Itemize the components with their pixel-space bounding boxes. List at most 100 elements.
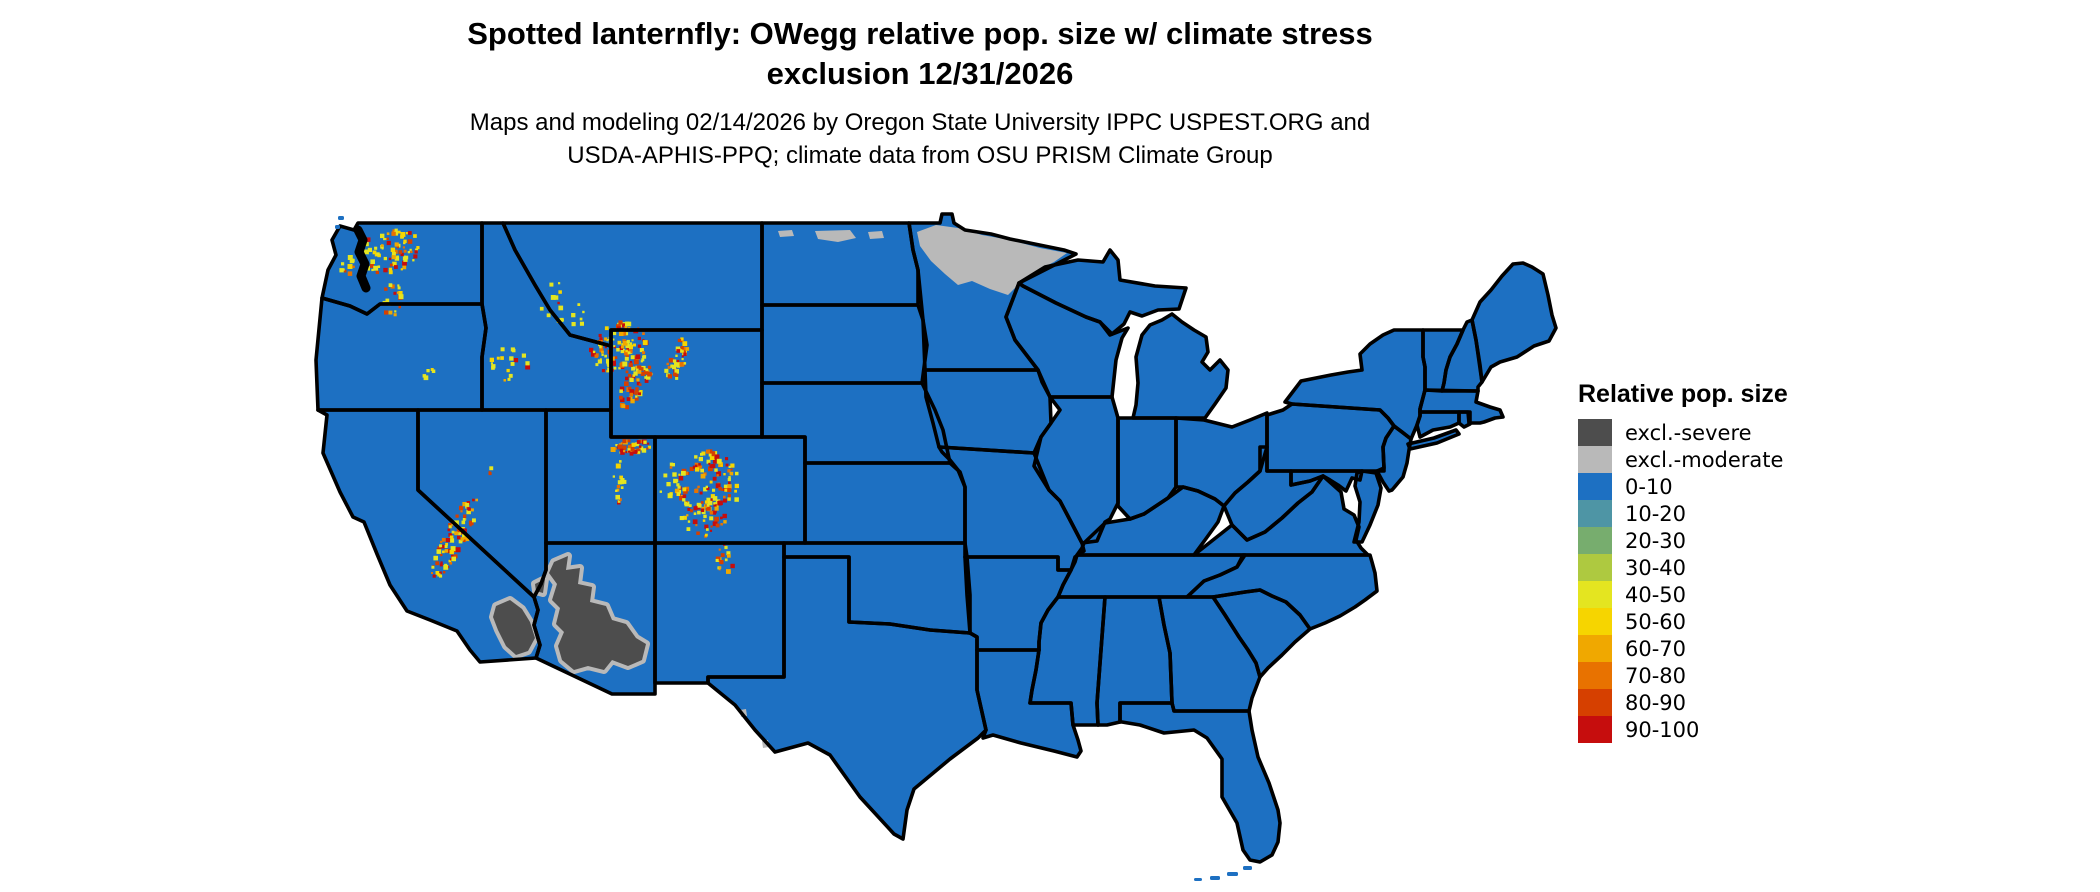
hotspot-speck bbox=[377, 265, 381, 268]
hotspot-speck bbox=[699, 491, 703, 495]
figure-subtitle-line1: Maps and modeling 02/14/2026 by Oregon S… bbox=[469, 109, 1371, 136]
hotspot-speck bbox=[639, 367, 644, 371]
hotspot-speck bbox=[723, 520, 727, 524]
hotspot-speck bbox=[627, 439, 631, 443]
hotspot-speck bbox=[577, 303, 581, 306]
hotspot-speck bbox=[636, 440, 641, 444]
hotspot-speck bbox=[546, 313, 551, 318]
state-wisconsin bbox=[1006, 283, 1128, 397]
hotspot-speck bbox=[449, 549, 454, 555]
hotspot-speck bbox=[445, 542, 448, 546]
legend-item: 90-100 bbox=[1578, 716, 1788, 743]
hotspot-speck bbox=[440, 561, 443, 564]
hotspot-speck bbox=[723, 473, 726, 476]
hotspot-speck bbox=[396, 245, 399, 249]
legend-item-label: 70-80 bbox=[1625, 663, 1687, 688]
hotspot-speck bbox=[667, 366, 671, 369]
hotspot-speck bbox=[463, 539, 466, 543]
hotspot-speck bbox=[488, 472, 492, 476]
hotspot-speck bbox=[701, 451, 706, 456]
hotspot-speck bbox=[625, 451, 628, 454]
hotspot-speck bbox=[664, 368, 669, 373]
hotspot-speck bbox=[735, 471, 739, 476]
hotspot-speck bbox=[475, 498, 478, 502]
hotspot-speck bbox=[394, 228, 398, 232]
hotspot-speck bbox=[375, 270, 379, 275]
hotspot-speck bbox=[449, 562, 453, 565]
hotspot-speck bbox=[621, 404, 626, 409]
hotspot-speck bbox=[500, 347, 505, 352]
state-border-connecticut bbox=[1415, 410, 1461, 439]
figure-subtitle-line2: USDA-APHIS-PPQ; climate data from OSU PR… bbox=[567, 142, 1273, 169]
hotspot-speck bbox=[393, 291, 397, 295]
state-ohio bbox=[1176, 413, 1267, 506]
hotspot-speck bbox=[571, 322, 576, 327]
hotspot-speck bbox=[635, 387, 639, 391]
florida-keys-segment bbox=[1227, 872, 1238, 876]
hotspot-speck bbox=[641, 358, 645, 362]
exclusion-overlay bbox=[489, 225, 1067, 748]
state-maine bbox=[1472, 263, 1556, 382]
hotspot-speck bbox=[681, 470, 686, 476]
hotspot-speck bbox=[730, 468, 733, 471]
hotspot-speck bbox=[718, 500, 723, 506]
hotspot-speck bbox=[553, 295, 559, 300]
hotspot-speck bbox=[388, 267, 393, 271]
hotspot-speck bbox=[697, 485, 700, 489]
hotspot-speck bbox=[712, 488, 716, 492]
hotspot-speck bbox=[629, 342, 633, 345]
hotspot-speck bbox=[451, 530, 455, 534]
exclusion-region-northern-north-dakota-2 bbox=[868, 231, 884, 239]
hotspot-speck bbox=[695, 467, 700, 472]
hotspot-speck bbox=[451, 556, 456, 562]
hotspot-speck bbox=[437, 573, 441, 577]
hotspot-speck bbox=[725, 457, 729, 461]
hotspot-speck bbox=[625, 349, 628, 353]
state-texas bbox=[708, 557, 986, 839]
hotspot-speck bbox=[622, 341, 628, 346]
hotspot-speck bbox=[684, 501, 688, 506]
hotspot-speck bbox=[612, 338, 615, 341]
hotspot-speck bbox=[440, 553, 443, 557]
hotspot-speck bbox=[638, 445, 642, 448]
state-new-mexico bbox=[655, 543, 784, 683]
hotspot-speck bbox=[631, 339, 634, 342]
legend-item: 30-40 bbox=[1578, 554, 1788, 581]
hotspot-speck bbox=[604, 326, 609, 331]
hotspot-speck bbox=[679, 516, 684, 521]
hotspot-speck bbox=[391, 255, 396, 260]
figure-title-line2: exclusion 12/31/2026 bbox=[766, 56, 1074, 91]
legend-item-label: 90-100 bbox=[1625, 717, 1700, 742]
legend-title: Relative pop. size bbox=[1578, 380, 1788, 408]
state-mississippi bbox=[1030, 597, 1105, 725]
hotspot-speck bbox=[680, 346, 684, 350]
hotspot-speck bbox=[706, 506, 711, 511]
hotspot-speck bbox=[706, 459, 711, 464]
hotspot-speck bbox=[594, 354, 598, 358]
hotspot-speck bbox=[629, 451, 634, 456]
legend-items: excl.-severe excl.-moderate 0-10 10-20 20-30… bbox=[1578, 419, 1788, 743]
hotspot-speck bbox=[637, 365, 642, 370]
hotspot-speck bbox=[636, 448, 641, 453]
hotspot-speck bbox=[727, 477, 731, 482]
hotspot-speck bbox=[700, 508, 705, 512]
hotspot-speck bbox=[720, 553, 725, 557]
legend: Relative pop. size excl.-severe excl.-mod… bbox=[1578, 380, 1788, 743]
hotspot-speck bbox=[613, 366, 617, 370]
legend-item-label: 60-70 bbox=[1625, 636, 1687, 661]
hotspot-speck bbox=[718, 548, 721, 551]
hotspot-speck bbox=[624, 405, 630, 410]
hotspot-speck bbox=[624, 356, 629, 361]
hotspot-speck bbox=[716, 458, 722, 464]
hotspot-speck bbox=[407, 231, 412, 235]
hotspot-speck bbox=[393, 231, 399, 236]
state-border-louisiana bbox=[975, 648, 1083, 759]
hotspot-speck bbox=[403, 249, 407, 253]
hotspot-speck bbox=[496, 356, 500, 360]
state-illinois bbox=[1034, 397, 1118, 543]
hotspot-speck bbox=[397, 286, 401, 290]
hotspot-speck bbox=[724, 545, 728, 550]
hotspot-speck bbox=[445, 538, 451, 543]
hotspot-speck bbox=[509, 356, 514, 361]
legend-item: 80-90 bbox=[1578, 689, 1788, 716]
